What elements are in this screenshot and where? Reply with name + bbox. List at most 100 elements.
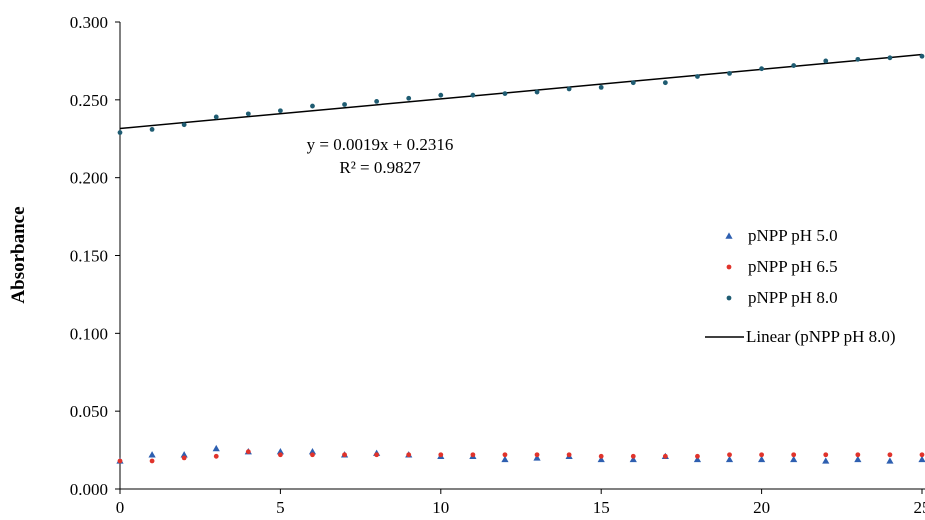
data-point bbox=[918, 455, 925, 463]
data-point bbox=[149, 458, 155, 464]
legend-item-4: Linear (pNPP pH 8.0) bbox=[705, 327, 896, 346]
data-point bbox=[919, 452, 925, 458]
data-point bbox=[919, 53, 925, 59]
legend-label: pNPP pH 5.0 bbox=[748, 226, 838, 245]
data-point bbox=[823, 58, 829, 64]
legend-label: pNPP pH 8.0 bbox=[748, 288, 838, 307]
trendline bbox=[119, 53, 923, 130]
data-point bbox=[438, 92, 444, 98]
series-1 bbox=[116, 444, 925, 464]
data-point bbox=[180, 451, 188, 458]
data-point bbox=[213, 114, 219, 120]
x-tick-label: 25 bbox=[914, 498, 925, 517]
data-point bbox=[662, 453, 668, 459]
data-point bbox=[245, 449, 251, 455]
data-point bbox=[310, 103, 315, 109]
data-point bbox=[886, 457, 894, 464]
data-point bbox=[566, 452, 572, 458]
data-point bbox=[501, 455, 509, 463]
data-point bbox=[855, 56, 861, 62]
y-tick-label: 0.250 bbox=[70, 91, 108, 110]
axes bbox=[115, 21, 925, 494]
data-point bbox=[278, 108, 283, 114]
data-point bbox=[727, 452, 732, 458]
y-tick-label: 0.300 bbox=[70, 13, 108, 32]
data-point bbox=[342, 452, 347, 458]
data-point bbox=[854, 455, 862, 463]
legend-label: pNPP pH 6.5 bbox=[748, 257, 838, 276]
data-point bbox=[695, 74, 700, 79]
data-point bbox=[791, 452, 797, 458]
legend-item-2: pNPP pH 6.5 bbox=[726, 257, 838, 276]
data-point bbox=[598, 84, 604, 90]
data-point bbox=[790, 455, 798, 463]
legend: pNPP pH 5.0 pNPP pH 6.5 pNPP pH 8.0 Linear … bbox=[705, 226, 896, 346]
data-point bbox=[597, 455, 605, 463]
legend-marker bbox=[726, 264, 732, 270]
data-point bbox=[725, 455, 734, 463]
data-point bbox=[212, 444, 220, 452]
data-point bbox=[374, 98, 380, 104]
data-point bbox=[630, 453, 636, 459]
data-point bbox=[342, 102, 347, 107]
legend-marker bbox=[725, 232, 733, 239]
data-point bbox=[502, 91, 508, 97]
data-point bbox=[470, 452, 476, 458]
data-point bbox=[630, 80, 636, 86]
y-tick-label: 0.150 bbox=[70, 247, 108, 266]
data-point bbox=[310, 452, 315, 458]
x-tick-label: 5 bbox=[276, 498, 285, 517]
data-point bbox=[791, 63, 797, 68]
data-point bbox=[308, 448, 317, 455]
y-tick-label: 0.000 bbox=[70, 480, 108, 499]
data-point bbox=[276, 448, 284, 455]
data-point bbox=[438, 452, 444, 458]
y-tick-label: 0.100 bbox=[70, 324, 108, 343]
y-axis-title: Absorbance bbox=[8, 206, 29, 303]
data-point bbox=[533, 454, 541, 461]
data-point bbox=[759, 452, 764, 458]
data-point bbox=[148, 451, 156, 458]
data-point bbox=[117, 130, 123, 135]
data-point bbox=[566, 86, 572, 92]
data-point bbox=[534, 89, 540, 95]
data-point bbox=[598, 453, 604, 459]
data-point bbox=[406, 452, 412, 458]
x-tick-label: 20 bbox=[753, 498, 770, 517]
series-3 bbox=[117, 53, 925, 135]
data-point bbox=[822, 457, 830, 464]
data-point bbox=[470, 92, 476, 98]
series-2 bbox=[117, 449, 925, 464]
data-point bbox=[374, 452, 380, 458]
data-point bbox=[278, 452, 283, 458]
x-tick-label: 10 bbox=[432, 498, 449, 517]
legend-label: Linear (pNPP pH 8.0) bbox=[746, 327, 896, 346]
data-point bbox=[502, 452, 508, 458]
trendline-equation: y = 0.0019x + 0.2316 bbox=[307, 135, 454, 154]
data-point bbox=[695, 453, 700, 459]
legend-item-3: pNPP pH 8.0 bbox=[726, 288, 838, 307]
data-point bbox=[758, 455, 766, 463]
y-tick-label: 0.050 bbox=[70, 402, 108, 421]
trendline-r-squared: R² = 0.9827 bbox=[339, 158, 421, 177]
data-point bbox=[181, 122, 187, 128]
data-point bbox=[887, 55, 893, 61]
data-point bbox=[181, 455, 187, 461]
data-point bbox=[727, 70, 732, 76]
data-point bbox=[823, 452, 829, 458]
data-point bbox=[149, 127, 155, 132]
y-tick-label: 0.200 bbox=[70, 169, 108, 188]
legend-marker bbox=[726, 295, 732, 301]
data-point bbox=[117, 458, 123, 464]
data-point bbox=[855, 452, 861, 458]
data-points bbox=[116, 53, 925, 464]
data-point bbox=[213, 453, 219, 459]
data-point bbox=[406, 95, 412, 101]
legend-item-1: pNPP pH 5.0 bbox=[725, 226, 838, 245]
data-point bbox=[693, 455, 702, 463]
data-point bbox=[662, 80, 668, 86]
x-tick-label: 15 bbox=[593, 498, 610, 517]
data-point bbox=[534, 452, 540, 458]
x-tick-label: 0 bbox=[116, 498, 125, 517]
